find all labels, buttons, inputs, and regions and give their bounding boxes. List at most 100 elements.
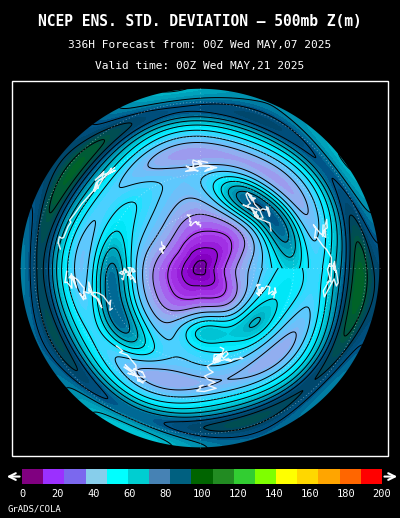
Point [197,264,203,272]
Text: GrADS/COLA: GrADS/COLA [8,505,62,513]
Point [197,264,203,272]
Point [197,264,203,272]
Point [197,264,203,272]
Bar [107,469,128,484]
Bar [128,469,149,484]
Point [197,264,203,272]
Point [197,264,203,272]
Bar [255,469,276,484]
Point [197,264,203,272]
Point [197,264,203,272]
Point [197,264,203,272]
Point [197,264,203,272]
Point [197,264,203,272]
Point [197,264,203,272]
Text: 200: 200 [373,488,391,499]
Point [197,264,203,272]
Point [197,264,203,272]
Point [197,264,203,272]
Bar [43,469,64,484]
Point [197,264,203,272]
Text: 100: 100 [193,488,211,499]
Point [197,264,203,272]
Point [197,264,203,272]
Point [197,264,203,272]
Bar [318,469,340,484]
Point [197,264,203,272]
Point [197,264,203,272]
Text: NCEP ENS. STD. DEVIATION – 500mb Z(m): NCEP ENS. STD. DEVIATION – 500mb Z(m) [38,13,362,28]
Text: Valid time: 00Z Wed MAY,21 2025: Valid time: 00Z Wed MAY,21 2025 [95,61,305,71]
Bar [170,469,192,484]
Point [197,264,203,272]
Point [197,264,203,272]
Point [197,264,203,272]
Point [197,264,203,272]
Point [197,264,203,272]
Point [197,264,203,272]
Point [197,264,203,272]
Bar [234,469,255,484]
Point [197,264,203,272]
Point [197,264,203,272]
Point [197,264,203,272]
Point [197,264,203,272]
Point [197,264,203,272]
Point [197,264,203,272]
Point [197,264,203,272]
Point [197,264,203,272]
Bar [297,469,318,484]
Point [197,264,203,272]
Text: 0: 0 [19,488,25,499]
Text: 60: 60 [124,488,136,499]
Point [197,264,203,272]
Point [197,264,203,272]
Bar [340,469,361,484]
Bar [276,469,297,484]
Point [197,264,203,272]
Point [197,264,203,272]
Point [197,264,203,272]
Bar [212,469,234,484]
Point [197,264,203,272]
Bar [22,469,43,484]
Point [197,264,203,272]
Point [197,264,203,272]
Bar [361,469,382,484]
Point [197,264,203,272]
Point [197,264,203,272]
Point [197,264,203,272]
Point [197,264,203,272]
Point [197,264,203,272]
Text: 160: 160 [301,488,319,499]
Text: 40: 40 [88,488,100,499]
Bar [86,469,107,484]
Bar [64,469,86,484]
Point [197,264,203,272]
Bar [192,469,212,484]
Point [197,264,203,272]
Point [197,264,203,272]
Text: 80: 80 [160,488,172,499]
Point [197,264,203,272]
Point [197,264,203,272]
Point [197,264,203,272]
Point [197,264,203,272]
Point [197,264,203,272]
Point [197,264,203,272]
Point [197,264,203,272]
Point [197,264,203,272]
Text: 140: 140 [265,488,283,499]
Text: 20: 20 [52,488,64,499]
Point [197,264,203,272]
Text: 120: 120 [229,488,247,499]
Text: 180: 180 [337,488,355,499]
Point [197,264,203,272]
Point [197,264,203,272]
Point [197,264,203,272]
Point [197,264,203,272]
Bar [149,469,170,484]
Text: 336H Forecast from: 00Z Wed MAY,07 2025: 336H Forecast from: 00Z Wed MAY,07 2025 [68,40,332,50]
Point [197,264,203,272]
Point [197,264,203,272]
